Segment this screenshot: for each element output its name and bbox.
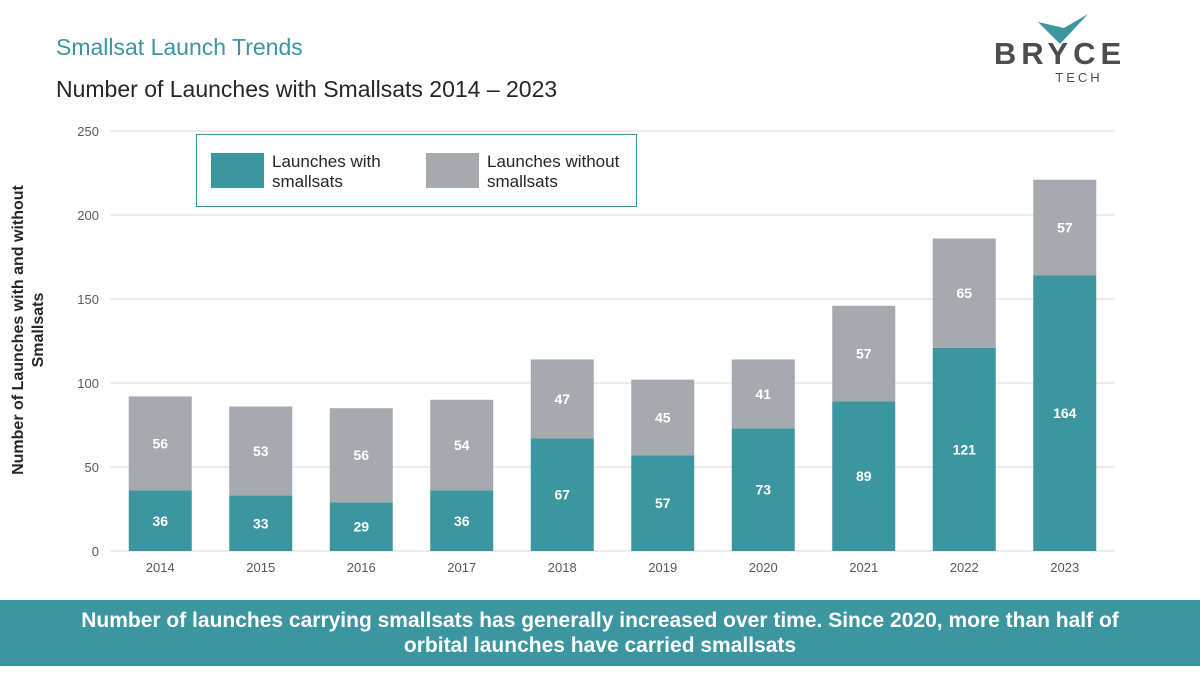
summary-banner: Number of launches carrying smallsats ha…: [0, 600, 1200, 666]
x-tick-label: 2016: [347, 560, 376, 575]
legend-label-with-line-2: smallsats: [272, 172, 343, 191]
data-label-with: 121: [953, 441, 977, 457]
chart-subtitle: Number of Launches with Smallsats 2014 –…: [56, 76, 558, 102]
y-axis-label: Number of Launches with and without Smal…: [9, 130, 49, 530]
y-tick-label: 100: [77, 376, 99, 391]
data-label-without: 57: [1057, 220, 1073, 236]
data-label-without: 56: [152, 435, 168, 451]
legend-label-without-line-2: smallsats: [487, 172, 558, 191]
bar-with-smallsats: [1033, 275, 1097, 551]
bar-with-smallsats: [530, 438, 594, 551]
bar-with-smallsats: [932, 347, 996, 551]
data-label-without: 41: [755, 386, 771, 402]
legend-swatch-with: [211, 153, 264, 188]
legend-label-without: Launches without smallsats: [487, 152, 619, 192]
summary-line-2: orbital launches have carried smallsats: [403, 634, 797, 657]
chart-legend: Launches with smallsats Launches without…: [196, 134, 637, 207]
x-tick-label: 2023: [1050, 560, 1079, 575]
x-tick-label: 2022: [950, 560, 979, 575]
bar-without-smallsats: [631, 379, 695, 456]
logo-sub: TECH: [1055, 70, 1102, 85]
bar-without-smallsats: [128, 396, 192, 491]
y-axis-label-line-1: Number of Launches with and without: [10, 185, 27, 475]
data-label-with: 67: [554, 487, 570, 503]
x-axis-ticks: 2014 2015 2016 2017 2018 2019 2020 2021 2022 2023: [146, 560, 1079, 575]
data-label-with: 164: [1053, 405, 1077, 421]
chart-area: 0 50 100 150 200 250 36 56 33 53 29 56 36 54 67 47 57 45…: [77, 124, 1115, 575]
bar-with-smallsats: [229, 495, 293, 551]
data-label-without: 65: [956, 285, 972, 301]
bar-with-smallsats: [731, 428, 795, 551]
data-label-with: 57: [655, 495, 671, 511]
y-tick-label: 200: [77, 208, 99, 223]
bar-without-smallsats: [329, 408, 393, 503]
bar-without-smallsats: [832, 305, 896, 402]
legend-item-with-smallsats: Launches with smallsats: [211, 152, 381, 192]
bar-without-smallsats: [932, 238, 996, 348]
summary-line-1: Number of launches carrying smallsats ha…: [81, 609, 1119, 632]
y-tick-label: 150: [77, 292, 99, 307]
bars: 36 56 33 53 29 56 36 54 67 47 57 45 73 41 89 57 121 65 164…: [128, 179, 1097, 551]
data-label-without: 47: [554, 391, 570, 407]
bar-with-smallsats: [128, 490, 192, 551]
bar-without-smallsats: [430, 399, 494, 491]
x-tick-label: 2018: [548, 560, 577, 575]
y-axis-ticks: 0 50 100 150 200 250: [77, 124, 99, 559]
bryce-tech-logo: BRYCE TECH: [994, 14, 1126, 85]
page-title: Smallsat Launch Trends: [56, 34, 303, 60]
data-label-without: 56: [353, 447, 369, 463]
x-tick-label: 2015: [246, 560, 275, 575]
y-tick-label: 250: [77, 124, 99, 139]
legend-label-with: Launches with smallsats: [272, 152, 381, 192]
bar-with-smallsats: [832, 401, 896, 551]
logo-name: BRYCE: [994, 36, 1126, 71]
bar-without-smallsats: [1033, 179, 1097, 276]
data-label-with: 36: [454, 513, 470, 529]
y-tick-label: 50: [85, 460, 99, 475]
legend-label-with-line-1: Launches with: [272, 152, 381, 171]
y-tick-label: 0: [92, 544, 99, 559]
x-tick-label: 2021: [849, 560, 878, 575]
x-tick-label: 2014: [146, 560, 175, 575]
data-label-with: 89: [856, 468, 872, 484]
legend-swatch-without: [426, 153, 479, 188]
x-tick-label: 2017: [447, 560, 476, 575]
data-label-without: 45: [655, 409, 671, 425]
legend-item-without-smallsats: Launches without smallsats: [426, 152, 619, 192]
legend-label-without-line-1: Launches without: [487, 152, 620, 171]
x-tick-label: 2019: [648, 560, 677, 575]
data-label-without: 54: [454, 437, 470, 453]
data-label-without: 57: [856, 346, 872, 362]
bar-without-smallsats: [229, 406, 293, 496]
y-axis-label-line-2: Smallsats: [30, 292, 47, 368]
data-label-with: 36: [152, 513, 168, 529]
bar-with-smallsats: [631, 455, 695, 551]
logo-chevron-icon: [1038, 14, 1088, 44]
bar-with-smallsats: [430, 490, 494, 551]
bar-without-smallsats: [731, 359, 795, 429]
data-label-with: 33: [253, 515, 269, 531]
bar-without-smallsats: [530, 359, 594, 439]
bar-with-smallsats: [329, 502, 393, 551]
x-tick-label: 2020: [749, 560, 778, 575]
data-label-with: 73: [755, 482, 771, 498]
data-label-without: 53: [253, 443, 269, 459]
data-label-with: 29: [353, 519, 369, 535]
